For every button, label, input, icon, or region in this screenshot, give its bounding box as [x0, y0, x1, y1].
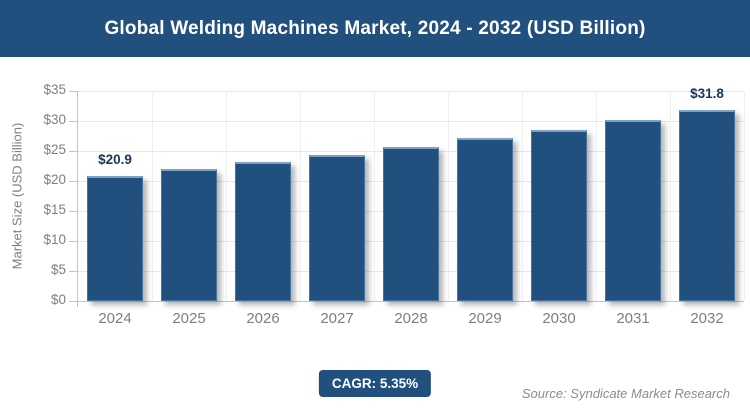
bar-2027	[309, 154, 365, 301]
gridline-vertical	[373, 91, 375, 301]
gridline-horizontal	[78, 90, 744, 92]
y-axis-tick-label: $10	[43, 232, 66, 247]
gridline-vertical	[521, 91, 523, 301]
x-axis-line	[78, 300, 744, 302]
y-axis-tick-label: $0	[50, 292, 66, 307]
x-axis-label: 2029	[468, 310, 502, 327]
y-axis-tick	[69, 120, 78, 122]
bar-2026	[235, 161, 291, 301]
y-axis-tick-label: $20	[43, 172, 66, 187]
gridline-vertical	[743, 91, 745, 301]
x-axis-label: 2025	[172, 310, 206, 327]
gridline-vertical	[225, 91, 227, 301]
gridline-horizontal	[78, 120, 744, 122]
bar-2030	[531, 130, 587, 301]
bar-value-label: $20.9	[98, 151, 132, 167]
y-axis-tick	[69, 270, 78, 272]
bar-value-label: $31.8	[690, 86, 724, 102]
gridline-vertical	[669, 91, 671, 301]
x-axis-label: 2032	[690, 310, 724, 327]
plot-area: $0 $5 $10 $15 $20 $25 $30 $35 2024 2025 2026 2027 20…	[43, 82, 745, 327]
chart-title-bar: Global Welding Machines Market, 2024 - 2…	[0, 0, 750, 57]
bar-2029	[457, 138, 513, 301]
cagr-badge: CAGR: 5.35%	[318, 370, 432, 397]
y-axis-tick	[69, 180, 78, 182]
x-axis-label: 2024	[98, 310, 132, 327]
y-axis-tick	[69, 150, 78, 152]
x-axis-label: 2027	[320, 310, 354, 327]
y-axis-tick-label: $15	[43, 202, 66, 217]
y-axis-tick	[69, 210, 78, 212]
y-axis-tick-label: $30	[43, 112, 66, 127]
chart-title: Global Welding Machines Market, 2024 - 2…	[104, 17, 646, 39]
bar-2024	[87, 175, 143, 301]
y-axis-tick-label: $25	[43, 142, 66, 157]
y-axis-tick	[69, 90, 78, 92]
y-axis-tick-label: $5	[50, 262, 66, 277]
gridline-vertical	[151, 91, 153, 301]
y-axis-tick	[69, 300, 78, 302]
x-axis-label: 2030	[542, 310, 576, 327]
x-axis-label: 2028	[394, 310, 428, 327]
bar-2031	[605, 120, 661, 301]
y-axis-tick-label: $35	[43, 82, 66, 97]
gridline-vertical	[595, 91, 597, 301]
x-axis-label: 2031	[616, 310, 650, 327]
gridline-vertical	[447, 91, 449, 301]
source-credit: Source: Syndicate Market Research	[521, 386, 730, 401]
x-axis-label: 2026	[246, 310, 280, 327]
gridline-vertical	[299, 91, 301, 301]
bar-2025	[161, 169, 217, 301]
y-axis-tick	[69, 240, 78, 242]
y-axis-line	[77, 91, 78, 307]
bar-2028	[383, 146, 439, 301]
bar-2032	[679, 110, 735, 301]
